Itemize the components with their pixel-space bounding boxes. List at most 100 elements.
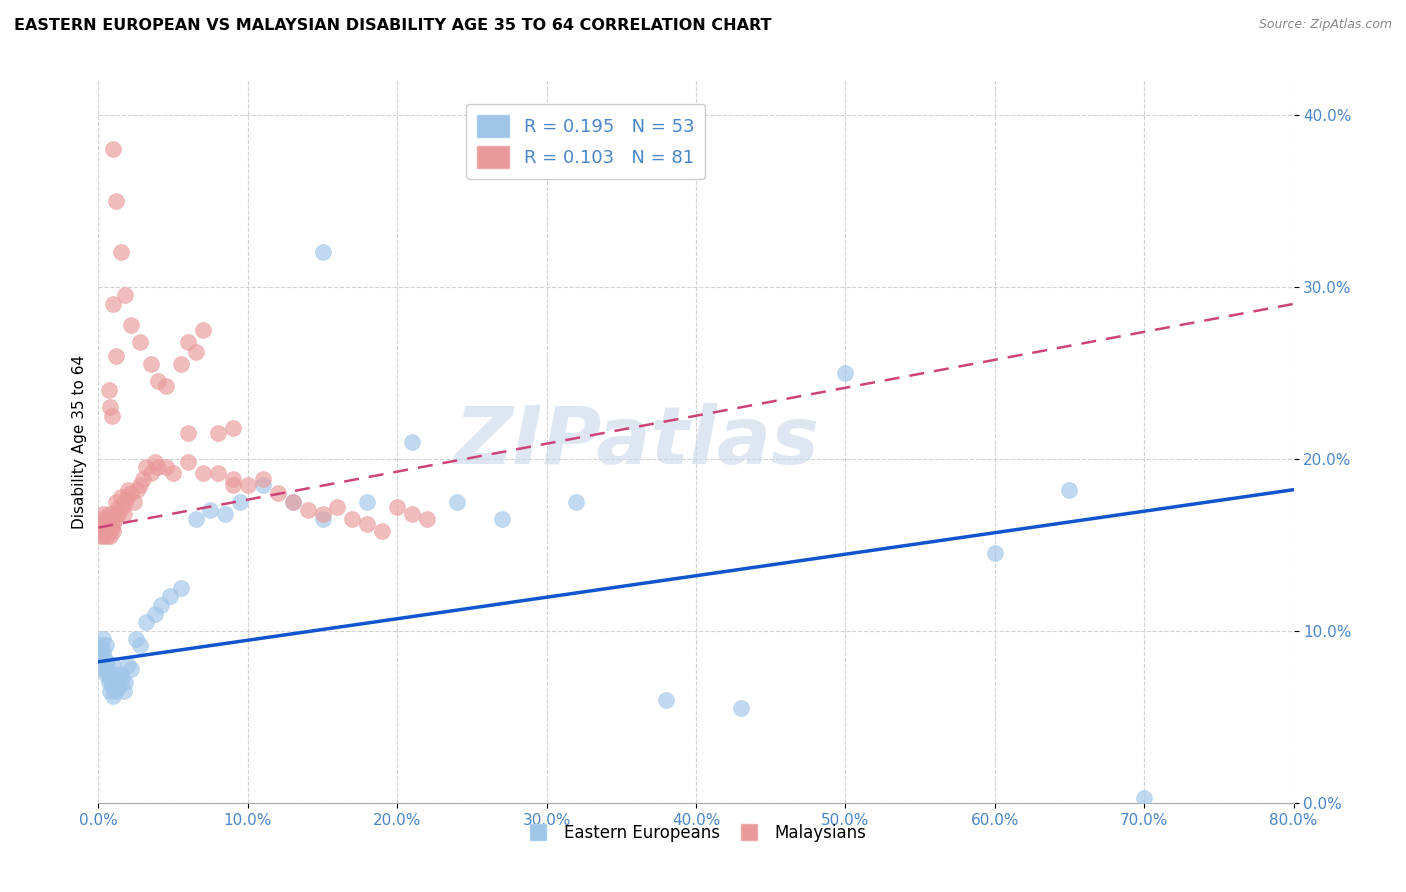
Point bbox=[120, 318, 142, 332]
Point bbox=[143, 607, 166, 621]
Point bbox=[110, 490, 132, 504]
Point bbox=[110, 666, 132, 681]
Point bbox=[114, 494, 136, 508]
Point bbox=[101, 409, 124, 423]
Point bbox=[111, 500, 134, 514]
Point bbox=[191, 323, 214, 337]
Point bbox=[207, 425, 229, 440]
Point bbox=[120, 662, 142, 676]
Point bbox=[222, 472, 245, 486]
Point bbox=[97, 675, 120, 690]
Point bbox=[98, 684, 122, 698]
Point bbox=[97, 524, 120, 538]
Point bbox=[252, 477, 274, 491]
Point bbox=[565, 494, 588, 508]
Point bbox=[125, 632, 148, 647]
Point bbox=[311, 245, 333, 260]
Point bbox=[127, 483, 149, 497]
Point bbox=[139, 357, 162, 371]
Point bbox=[93, 529, 115, 543]
Point bbox=[252, 472, 274, 486]
Point bbox=[371, 524, 394, 538]
Point bbox=[150, 598, 173, 612]
Point bbox=[326, 500, 349, 514]
Point bbox=[356, 494, 378, 508]
Point bbox=[103, 658, 125, 673]
Point bbox=[112, 684, 135, 698]
Point bbox=[129, 638, 152, 652]
Point bbox=[184, 345, 207, 359]
Point bbox=[103, 297, 125, 311]
Point bbox=[91, 632, 114, 647]
Point bbox=[115, 490, 138, 504]
Point bbox=[90, 655, 112, 669]
Point bbox=[356, 517, 378, 532]
Point bbox=[103, 689, 125, 703]
Point bbox=[297, 503, 319, 517]
Point bbox=[117, 483, 139, 497]
Point bbox=[105, 494, 128, 508]
Point bbox=[222, 477, 245, 491]
Point bbox=[281, 494, 304, 508]
Point bbox=[105, 684, 128, 698]
Point bbox=[177, 334, 200, 349]
Point bbox=[94, 512, 117, 526]
Point bbox=[98, 672, 122, 686]
Point bbox=[96, 517, 118, 532]
Point bbox=[177, 425, 200, 440]
Point bbox=[114, 675, 136, 690]
Point bbox=[101, 507, 124, 521]
Point bbox=[416, 512, 439, 526]
Point bbox=[120, 486, 142, 500]
Point bbox=[93, 517, 115, 532]
Point bbox=[97, 383, 120, 397]
Point bbox=[311, 507, 333, 521]
Point bbox=[97, 507, 120, 521]
Point bbox=[90, 524, 112, 538]
Point bbox=[169, 357, 191, 371]
Point bbox=[162, 466, 184, 480]
Point bbox=[105, 194, 128, 208]
Point bbox=[108, 679, 131, 693]
Point bbox=[143, 455, 166, 469]
Point bbox=[96, 529, 118, 543]
Point bbox=[94, 638, 117, 652]
Point bbox=[110, 245, 132, 260]
Point bbox=[103, 517, 125, 532]
Point bbox=[117, 658, 139, 673]
Point bbox=[89, 517, 111, 532]
Point bbox=[94, 524, 117, 538]
Point bbox=[96, 655, 118, 669]
Point bbox=[342, 512, 364, 526]
Point bbox=[103, 142, 125, 156]
Point bbox=[834, 366, 856, 380]
Point bbox=[311, 512, 333, 526]
Point bbox=[89, 640, 111, 655]
Point bbox=[184, 512, 207, 526]
Point bbox=[112, 507, 135, 521]
Point bbox=[129, 477, 152, 491]
Point bbox=[101, 520, 124, 534]
Point bbox=[107, 675, 129, 690]
Point bbox=[93, 662, 115, 676]
Point bbox=[94, 666, 117, 681]
Text: ZIPatlas: ZIPatlas bbox=[454, 402, 818, 481]
Point bbox=[135, 460, 157, 475]
Point bbox=[90, 512, 112, 526]
Point bbox=[655, 692, 678, 706]
Point bbox=[446, 494, 468, 508]
Point bbox=[108, 500, 131, 514]
Point bbox=[155, 460, 177, 475]
Point bbox=[104, 666, 127, 681]
Point bbox=[148, 460, 170, 475]
Point bbox=[98, 529, 122, 543]
Point bbox=[214, 507, 236, 521]
Text: EASTERN EUROPEAN VS MALAYSIAN DISABILITY AGE 35 TO 64 CORRELATION CHART: EASTERN EUROPEAN VS MALAYSIAN DISABILITY… bbox=[14, 18, 772, 33]
Point bbox=[93, 649, 115, 664]
Point bbox=[114, 288, 136, 302]
Point bbox=[129, 334, 152, 349]
Point bbox=[103, 524, 125, 538]
Point bbox=[139, 466, 162, 480]
Point bbox=[148, 375, 170, 389]
Point bbox=[159, 590, 181, 604]
